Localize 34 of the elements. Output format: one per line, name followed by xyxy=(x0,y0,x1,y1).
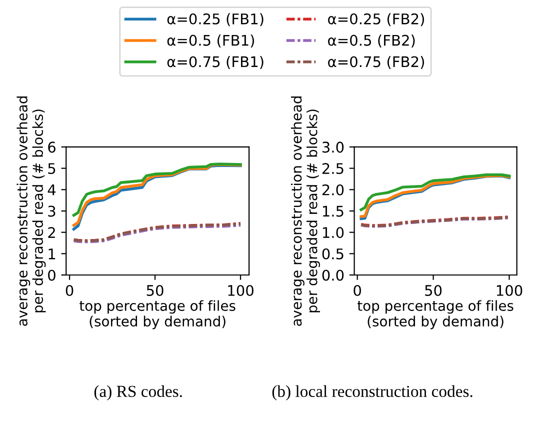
line-series xyxy=(72,162,242,217)
y-tick-label: 6 xyxy=(48,142,56,153)
legend-label: α=0.5 (FB2) xyxy=(328,34,415,48)
x-tick-label: 0 xyxy=(354,284,361,296)
legend-label: α=0.25 (FB2) xyxy=(328,13,424,26)
x-tick-label: 0 xyxy=(66,284,74,296)
y-tick-label: 1.5 xyxy=(322,206,344,217)
y-tick-label: 2 xyxy=(48,227,55,238)
x-tick-label: 100 xyxy=(228,284,254,296)
y-tick-label: 5 xyxy=(48,163,56,174)
y-tick-label: 3.0 xyxy=(322,142,344,153)
y-axis-title: average reconstruction overhead per degraded read (# blocks) xyxy=(16,96,46,326)
legend-label: α=0.5 (FB1) xyxy=(167,34,254,48)
x-axis-title: top percentage of files (sorted by demand) xyxy=(80,300,236,330)
line-series xyxy=(360,173,511,212)
y-tick-label: 0.0 xyxy=(322,270,344,281)
x-tick-label: 100 xyxy=(496,284,522,296)
legend-label: α=0.25 (FB1) xyxy=(167,13,264,26)
y-tick-label: 1.0 xyxy=(322,227,344,238)
y-tick-label: 0 xyxy=(48,270,56,281)
y-tick-label: 2.0 xyxy=(322,184,344,196)
y-tick-label: 1 xyxy=(48,248,56,260)
y-axis-title: average reconstruction overhead per degraded read (# blocks) xyxy=(290,96,320,326)
text: (b) local reconstruction codes. xyxy=(272,385,472,400)
y-tick-label: 0.5 xyxy=(322,248,344,260)
x-axis-title: top percentage of files (sorted by demand) xyxy=(358,300,514,330)
text: (a) RS codes. xyxy=(94,385,182,400)
y-tick-label: 2.5 xyxy=(322,163,344,174)
x-tick-label: 50 xyxy=(146,284,164,296)
legend-label: α=0.75 (FB2) xyxy=(328,56,424,69)
legend-label: α=0.75 (FB1) xyxy=(167,56,264,69)
x-tick-label: 50 xyxy=(425,284,442,296)
y-tick-label: 4 xyxy=(48,184,56,196)
y-tick-label: 3 xyxy=(48,206,56,217)
